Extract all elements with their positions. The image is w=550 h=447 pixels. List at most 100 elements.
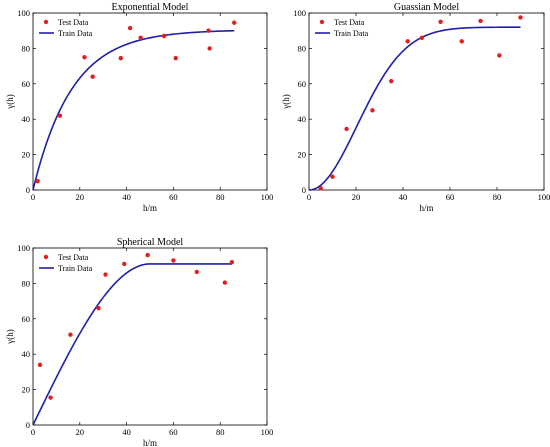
test-data-point bbox=[35, 178, 40, 184]
x-tick-label: 40 bbox=[399, 192, 408, 202]
x-tick-label: 20 bbox=[76, 192, 85, 202]
test-data-point bbox=[138, 35, 143, 40]
test-data-point bbox=[145, 252, 150, 258]
x-tick-label: 20 bbox=[352, 192, 361, 202]
x-tick-label: 100 bbox=[261, 192, 274, 202]
chart-panel-2: Guassian Model 0 20 40 60 80 100 0 20 40 60 80 100 h/… bbox=[281, 2, 550, 213]
legend-label-test-data: Test Data bbox=[58, 18, 89, 27]
train-data-line bbox=[308, 26, 521, 191]
legend-label-test-data: Test Data bbox=[334, 18, 365, 27]
test-data-point bbox=[318, 186, 323, 191]
test-data-point bbox=[419, 35, 424, 40]
test-data-point bbox=[161, 33, 167, 39]
test-data-point bbox=[37, 362, 43, 368]
test-data-point bbox=[90, 74, 95, 79]
y-tick-label: 0 bbox=[26, 185, 30, 195]
y-tick-label: 80 bbox=[22, 43, 31, 53]
y-tick-label: 60 bbox=[298, 79, 307, 89]
y-tick-label: 100 bbox=[17, 243, 30, 253]
y-axis-label: γ(h) bbox=[5, 329, 15, 344]
y-tick-label: 40 bbox=[22, 114, 31, 124]
x-tick-label: 100 bbox=[261, 427, 274, 437]
x-axis-label: h/m bbox=[143, 203, 157, 213]
test-data-point bbox=[171, 258, 176, 263]
x-tick-label: 40 bbox=[122, 427, 131, 437]
chart-title: Guassian Model bbox=[394, 2, 459, 13]
y-axis-label: γ(h) bbox=[281, 94, 291, 109]
test-data-point bbox=[127, 25, 133, 31]
test-data-point bbox=[82, 55, 87, 60]
test-data-point bbox=[344, 126, 349, 132]
x-tick-label: 60 bbox=[169, 427, 178, 437]
test-data-point bbox=[207, 46, 212, 51]
legend-marker-test-data bbox=[319, 19, 325, 25]
test-data-point bbox=[229, 259, 235, 265]
chart-title: Exponential Model bbox=[112, 2, 189, 13]
legend-label-train-data: Train Data bbox=[334, 29, 369, 38]
test-data-point bbox=[57, 113, 63, 118]
y-tick-label: 0 bbox=[302, 185, 306, 195]
legend-marker-test-data bbox=[43, 19, 49, 25]
x-tick-label: 100 bbox=[538, 192, 550, 202]
test-data-point bbox=[206, 28, 211, 33]
x-tick-label: 0 bbox=[31, 427, 35, 437]
x-tick-label: 60 bbox=[169, 192, 178, 202]
test-data-point bbox=[232, 20, 237, 25]
x-axis-label: h/m bbox=[419, 203, 433, 213]
train-data-line bbox=[32, 263, 232, 426]
x-tick-label: 20 bbox=[76, 427, 85, 437]
test-data-point bbox=[438, 19, 443, 25]
legend-label-train-data: Train Data bbox=[58, 29, 93, 38]
test-data-point bbox=[370, 108, 375, 113]
y-tick-label: 0 bbox=[26, 420, 30, 430]
y-tick-label: 80 bbox=[22, 278, 31, 288]
chart-title: Spherical Model bbox=[117, 237, 184, 248]
test-data-point bbox=[518, 15, 523, 20]
y-axis-label: γ(h) bbox=[5, 94, 15, 109]
chart-panel-3: Spherical Model 0 20 40 60 80 100 0 20 40 60 80 100 h… bbox=[5, 237, 273, 447]
legend: Test Data Train Data bbox=[39, 18, 93, 38]
y-tick-label: 40 bbox=[22, 349, 31, 359]
plot-frame bbox=[32, 12, 268, 191]
test-data-point bbox=[405, 39, 410, 44]
legend-label-test-data: Test Data bbox=[58, 253, 89, 262]
train-data-line bbox=[32, 29, 235, 191]
test-data-point bbox=[459, 39, 464, 44]
legend: Test Data Train Data bbox=[39, 253, 93, 273]
y-tick-label: 60 bbox=[22, 79, 31, 89]
x-tick-label: 60 bbox=[446, 192, 455, 202]
test-data-point bbox=[122, 261, 127, 267]
y-tick-label: 40 bbox=[298, 114, 307, 124]
test-data-point bbox=[194, 269, 199, 275]
test-data-point bbox=[330, 174, 335, 179]
test-data-point bbox=[96, 305, 101, 311]
legend-marker-test-data bbox=[43, 254, 49, 260]
plot-frame bbox=[308, 12, 545, 191]
x-tick-label: 0 bbox=[31, 192, 35, 202]
test-data-point bbox=[103, 272, 108, 277]
test-data-point bbox=[118, 55, 123, 61]
test-data-point bbox=[222, 280, 228, 285]
y-tick-label: 20 bbox=[22, 385, 31, 395]
y-tick-label: 20 bbox=[298, 150, 307, 160]
y-tick-label: 100 bbox=[17, 8, 30, 18]
x-tick-label: 0 bbox=[307, 192, 311, 202]
legend-label-train-data: Train Data bbox=[58, 264, 93, 273]
plot-frame bbox=[32, 247, 268, 426]
test-data-point bbox=[68, 332, 73, 337]
x-tick-label: 80 bbox=[216, 427, 225, 437]
y-tick-label: 20 bbox=[22, 150, 31, 160]
x-axis-label: h/m bbox=[143, 438, 157, 447]
test-data-point bbox=[48, 395, 53, 400]
test-data-point bbox=[173, 55, 178, 61]
chart-panel-1: Exponential Model 0 20 40 60 80 100 0 20 40 60 80 10… bbox=[5, 2, 273, 213]
x-tick-label: 80 bbox=[216, 192, 225, 202]
y-tick-label: 100 bbox=[293, 8, 306, 18]
y-tick-label: 60 bbox=[22, 314, 31, 324]
test-data-point bbox=[478, 18, 483, 24]
x-tick-label: 80 bbox=[493, 192, 502, 202]
legend: Test Data Train Data bbox=[315, 18, 369, 38]
test-data-point bbox=[389, 78, 394, 84]
y-tick-label: 80 bbox=[298, 43, 307, 53]
